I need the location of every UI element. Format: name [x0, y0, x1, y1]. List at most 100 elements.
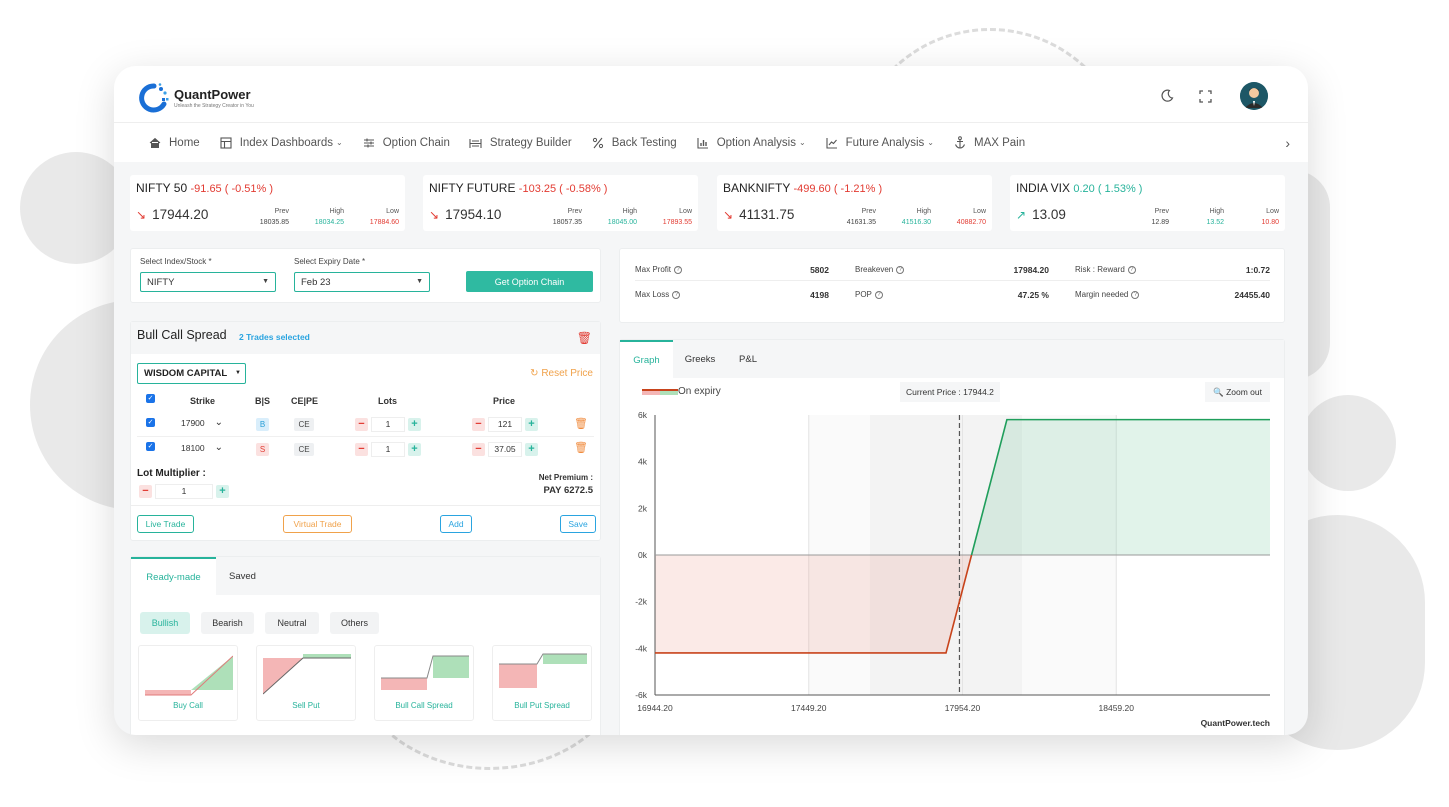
nav-future-analysis[interactable]: Future Analysis ⌄ — [825, 136, 934, 150]
strike-select[interactable]: 17900 ⌄ — [177, 417, 225, 432]
ticker-change: -499.60 ( -1.21% ) — [793, 183, 883, 195]
nav-home[interactable]: Home — [148, 136, 200, 150]
live-trade-button[interactable]: Live Trade — [137, 515, 194, 533]
tab-ready-made[interactable]: Ready-made — [131, 557, 216, 595]
strategy-card-sell-put[interactable]: Sell Put — [256, 645, 356, 721]
lot-multiplier-input[interactable]: 1 — [155, 484, 213, 499]
broker-select[interactable]: WISDOM CAPITAL ▼ — [137, 363, 246, 384]
strategy-card-bull-put-spread[interactable]: Bull Put Spread — [492, 645, 592, 721]
logo[interactable]: QuantPower Unleash the Strategy Creator … — [138, 82, 254, 114]
strategy-panel: Bull Call Spread 2 Trades selected 🗑 WIS… — [130, 321, 601, 541]
option-type-badge[interactable]: CE — [294, 443, 314, 456]
user-avatar[interactable] — [1240, 82, 1268, 110]
trend-down-icon: ↘ — [136, 207, 147, 222]
fullscreen-icon[interactable] — [1196, 87, 1214, 105]
ticker-card: NIFTY 50 -91.65 ( -0.51% ) ↘ 17944.20 Pre… — [130, 175, 405, 231]
legend-on-expiry[interactable]: On expiry — [642, 386, 721, 397]
nav-option-chain[interactable]: Option Chain — [362, 136, 450, 150]
price-decrement-button[interactable]: − — [472, 418, 485, 431]
price-input[interactable]: 37.05 — [488, 442, 522, 457]
row-checkbox[interactable]: ✓ — [146, 442, 155, 451]
trend-down-icon: ↘ — [723, 207, 734, 222]
add-button[interactable]: Add — [440, 515, 472, 533]
risk-reward-label: Risk : Reward? — [1075, 265, 1136, 274]
lot-multiplier-decrement-button[interactable]: − — [139, 485, 152, 498]
y-tick-label: 6k — [638, 410, 648, 420]
strategy-card-bull-call-spread[interactable]: Bull Call Spread — [374, 645, 474, 721]
sell-badge[interactable]: S — [256, 443, 269, 456]
nav-option-analysis[interactable]: Option Analysis ⌄ — [696, 136, 806, 150]
price-input[interactable]: 121 — [488, 417, 522, 432]
dashboard-icon — [219, 136, 233, 150]
price-increment-button[interactable]: + — [525, 443, 538, 456]
select-all-checkbox[interactable]: ✓ — [146, 394, 155, 403]
net-premium-value: PAY 6272.5 — [543, 485, 593, 496]
virtual-trade-button[interactable]: Virtual Trade — [283, 515, 352, 533]
buy-badge[interactable]: B — [256, 418, 269, 431]
strategy-card-label: Bull Call Spread — [395, 701, 453, 710]
ticker-low: 40882.70 — [956, 219, 986, 226]
anchor-icon — [953, 136, 967, 150]
lots-decrement-button[interactable]: − — [355, 418, 368, 431]
nav-index-dashboards[interactable]: Index Dashboards ⌄ — [219, 136, 343, 150]
help-icon: ? — [1127, 265, 1136, 274]
category-bullish[interactable]: Bullish — [140, 612, 190, 634]
expiry-select[interactable]: Feb 23 ▼ — [294, 272, 430, 292]
lots-increment-button[interactable]: + — [408, 443, 421, 456]
strategy-card-label: Bull Put Spread — [514, 701, 570, 710]
stats-panel: Max Profit? 5802 Breakeven? 17984.20 Ris… — [619, 248, 1285, 323]
lots-input[interactable]: 1 — [371, 442, 405, 457]
price-decrement-button[interactable]: − — [472, 443, 485, 456]
caret-down-icon: ▼ — [416, 278, 423, 285]
tab-greeks[interactable]: Greeks — [684, 353, 716, 365]
selector-panel: Select Index/Stock * NIFTY ▼ Select Expi… — [130, 248, 601, 303]
tab-saved[interactable]: Saved — [229, 570, 256, 582]
delete-row-icon[interactable]: 🗑 — [574, 418, 588, 430]
ticker-prev-label: Prev — [861, 208, 876, 215]
ticker-prev: 41631.35 — [846, 219, 876, 226]
ticker-name: NIFTY 50 — [136, 181, 188, 195]
chevron-down-icon: ⌄ — [927, 138, 934, 147]
trash-icon[interactable]: 🗑 — [576, 331, 592, 345]
zoom-out-button[interactable]: 🔍 Zoom out — [1205, 382, 1270, 402]
strategy-card-buy-call[interactable]: Buy Call — [138, 645, 238, 721]
lots-increment-button[interactable]: + — [408, 418, 421, 431]
ticker-prev-label: Prev — [274, 208, 289, 215]
lots-decrement-button[interactable]: − — [355, 443, 368, 456]
category-neutral[interactable]: Neutral — [265, 612, 319, 634]
reset-price-button[interactable]: ↻ Reset Price — [530, 368, 593, 379]
price-increment-button[interactable]: + — [525, 418, 538, 431]
payoff-line-profit — [970, 418, 1270, 556]
ticker-prev-label: Prev — [1154, 208, 1169, 215]
lots-input[interactable]: 1 — [371, 417, 405, 432]
lot-multiplier-increment-button[interactable]: + — [216, 485, 229, 498]
brand-tagline: Unleash the Strategy Creator in You — [174, 103, 254, 109]
y-tick-label: -6k — [635, 690, 648, 700]
pop-value: 47.25 % — [1017, 290, 1049, 300]
chevron-right-icon[interactable]: › — [1285, 135, 1290, 151]
nav-max-pain[interactable]: MAX Pain — [953, 136, 1025, 150]
moon-icon[interactable] — [1158, 87, 1176, 105]
category-others[interactable]: Others — [330, 612, 379, 634]
y-tick-label: -4k — [635, 643, 648, 653]
index-select[interactable]: NIFTY ▼ — [140, 272, 276, 292]
nav-back-testing[interactable]: Back Testing — [591, 136, 677, 150]
save-button[interactable]: Save — [560, 515, 596, 533]
ticker-card: INDIA VIX 0.20 ( 1.53% ) ↗ 13.09 Prev 12.8… — [1010, 175, 1285, 231]
category-bearish[interactable]: Bearish — [201, 612, 254, 634]
tab-graph[interactable]: Graph — [620, 340, 673, 378]
strategy-library-panel: Ready-made Saved Bullish Bearish Neutral… — [130, 556, 601, 735]
row-checkbox[interactable]: ✓ — [146, 418, 155, 427]
strike-select[interactable]: 18100 ⌄ — [177, 442, 225, 457]
tab-pnl[interactable]: P&L — [739, 353, 757, 365]
chevron-down-icon: ⌄ — [336, 138, 343, 147]
header-price: Price — [493, 396, 516, 406]
get-option-chain-button[interactable]: Get Option Chain — [466, 271, 593, 292]
delete-row-icon[interactable]: 🗑 — [574, 442, 588, 454]
nav-strategy-builder[interactable]: Strategy Builder — [469, 136, 572, 150]
caret-down-icon: ▼ — [235, 370, 241, 376]
ticker-prev-label: Prev — [567, 208, 582, 215]
zoom-out-icon: 🔍 — [1213, 387, 1224, 397]
ticker-price: 17954.10 — [445, 207, 502, 222]
option-type-badge[interactable]: CE — [294, 418, 314, 431]
